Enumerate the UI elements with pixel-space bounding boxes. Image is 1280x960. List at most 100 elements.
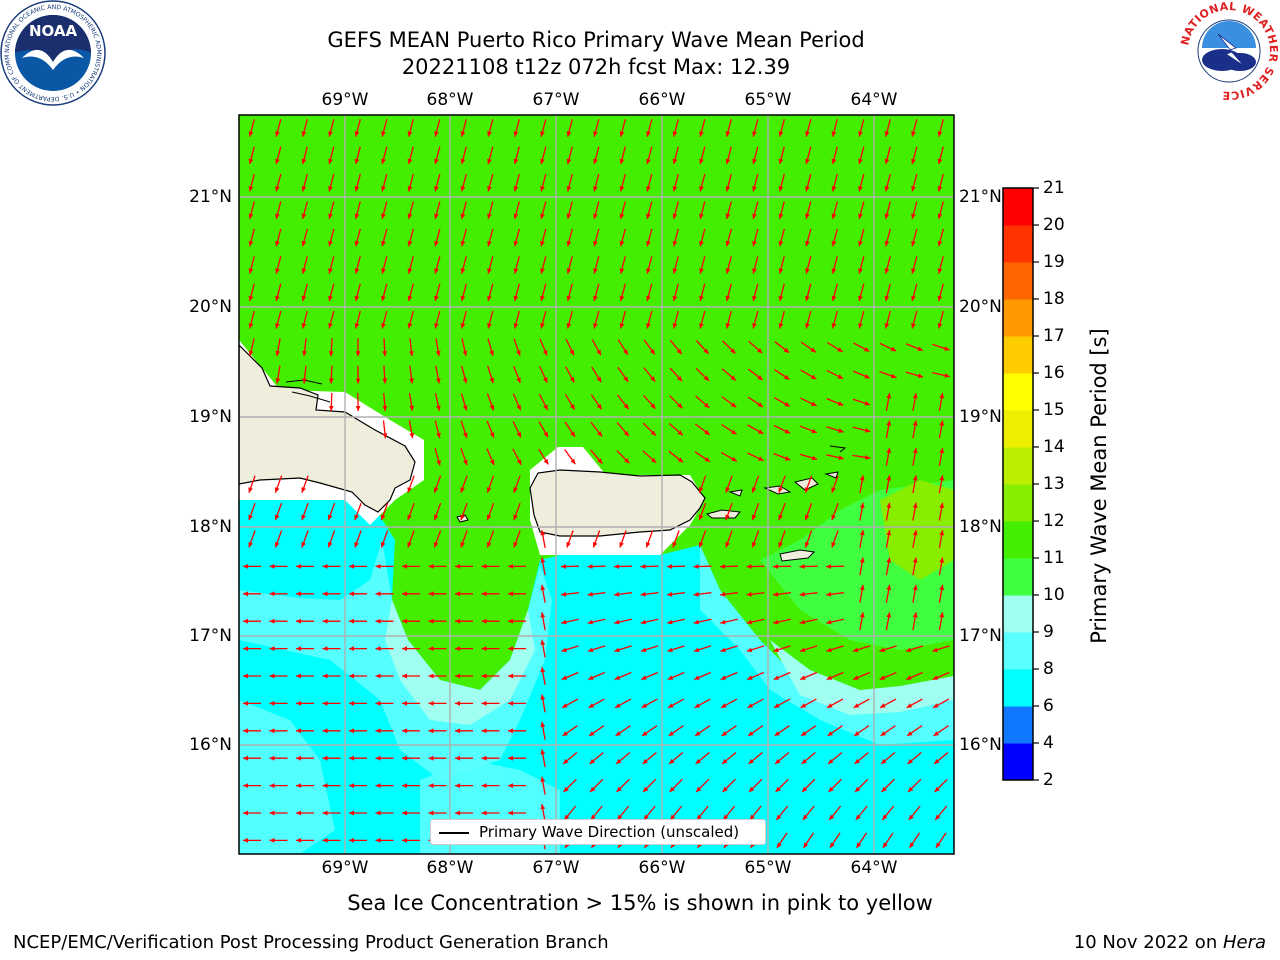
wave-arrow-head: [269, 810, 275, 816]
lon-label-top: 67°W: [532, 90, 580, 110]
wave-arrow-head: [858, 131, 863, 137]
wave-arrow-head: [649, 349, 655, 355]
wave-arrow-head: [694, 675, 700, 680]
wave-arrow-head: [699, 158, 704, 165]
wave-arrow-head: [884, 268, 890, 274]
wave-arrow-head: [561, 591, 567, 597]
wave-arrow-head: [859, 502, 865, 508]
wave-arrow-head: [462, 350, 468, 356]
wave-arrow-head: [243, 838, 248, 843]
wave-arrow-head: [275, 295, 280, 302]
wave-arrow-head: [375, 755, 381, 761]
wave-arrow-head: [864, 347, 870, 352]
colorbar-tick-label: 16: [1043, 363, 1065, 383]
colorbar-segment: [1003, 373, 1033, 411]
wave-arrow-head: [460, 213, 466, 219]
wave-arrow-head: [243, 673, 248, 679]
wave-arrow-head: [375, 783, 381, 788]
wave-arrow-head: [540, 131, 545, 137]
wave-arrow-head: [881, 758, 887, 764]
wave-arrow-head: [433, 514, 439, 521]
wave-arrow-head: [749, 786, 755, 792]
wave-arrow-head: [322, 728, 328, 734]
wave-arrow-head: [354, 158, 360, 165]
wave-arrow-head: [831, 131, 837, 137]
wave-arrow-head: [831, 158, 837, 165]
wave-arrow-head: [328, 351, 334, 357]
wave-arrow-head: [349, 618, 354, 624]
wave-arrow-head: [777, 842, 782, 848]
colorbar-segment: [1003, 410, 1033, 448]
wave-arrow-head: [725, 295, 731, 302]
wave-arrow-head: [811, 455, 818, 461]
wave-arrow-head: [827, 703, 833, 708]
wave-arrow-head: [428, 701, 434, 706]
wave-arrow-head: [462, 377, 468, 384]
wave-arrow-head: [730, 402, 737, 408]
wave-arrow-head: [703, 348, 709, 354]
wave-arrow-head: [301, 213, 307, 219]
wave-arrow-head: [455, 564, 460, 569]
wave-arrow-head: [322, 618, 328, 624]
wave-arrow-head: [455, 701, 460, 706]
wave-arrow-head: [296, 591, 301, 597]
wave-arrow-head: [354, 240, 360, 247]
wave-arrow-head: [481, 755, 487, 761]
wave-arrow-head: [643, 814, 649, 820]
wave-arrow-head: [917, 346, 923, 351]
wave-arrow-head: [407, 158, 413, 165]
wave-arrow-head: [748, 758, 754, 764]
wave-arrow-head: [481, 618, 487, 624]
wave-arrow-head: [826, 619, 832, 625]
wave-arrow-head: [375, 701, 381, 706]
wave-arrow-head: [699, 213, 704, 219]
colorbar-segment: [1003, 632, 1033, 670]
wave-arrow-head: [570, 458, 576, 465]
wave-arrow-head: [329, 406, 334, 411]
wave-arrow-head: [751, 514, 757, 521]
wave-arrow-head: [593, 240, 598, 247]
wave-arrow-head: [773, 564, 778, 569]
wave-arrow-head: [778, 186, 784, 192]
wave-arrow-head: [858, 295, 863, 302]
wave-arrow-head: [460, 268, 466, 274]
wave-arrow-head: [936, 842, 941, 848]
wave-arrow-head: [354, 131, 360, 137]
wave-arrow-head: [487, 158, 492, 165]
wave-arrow-head: [409, 433, 415, 439]
wave-arrow-head: [906, 675, 912, 680]
wave-arrow-head: [831, 186, 837, 192]
wave-arrow-head: [805, 158, 810, 165]
wave-arrow-head: [858, 158, 863, 165]
wave-arrow-head: [327, 514, 333, 521]
lon-label-top: 65°W: [744, 90, 792, 110]
wave-arrow-head: [561, 647, 567, 653]
wave-arrow-head: [854, 731, 860, 736]
wave-arrow-head: [650, 403, 656, 409]
wave-arrow-head: [428, 810, 434, 816]
wave-arrow-head: [672, 323, 678, 329]
wave-arrow-head: [508, 783, 513, 788]
lon-label-bottom: 68°W: [426, 858, 474, 878]
wave-arrow-head: [301, 131, 307, 137]
wave-arrow-head: [730, 348, 736, 354]
wave-arrow-head: [911, 295, 916, 302]
wave-arrow-head: [248, 295, 254, 302]
wave-arrow-head: [354, 542, 359, 548]
wave-arrow-head: [619, 186, 625, 192]
wave-arrow-head: [570, 404, 575, 410]
st-croix-island: [779, 549, 816, 562]
wave-arrow-head: [775, 758, 781, 764]
wave-arrow-head: [540, 268, 545, 274]
wave-arrow-head: [269, 591, 275, 597]
wave-arrow-head: [301, 268, 307, 274]
wave-arrow-head: [487, 240, 492, 247]
map-legend: Primary Wave Direction (unscaled): [430, 819, 766, 845]
wave-arrow-head: [826, 564, 831, 569]
wave-arrow-head: [327, 542, 333, 548]
wave-arrow-head: [433, 542, 439, 548]
wave-arrow-head: [826, 647, 832, 653]
wave-arrow-head: [640, 619, 647, 625]
wave-arrow-head: [436, 405, 441, 411]
wave-arrow-head: [616, 758, 622, 764]
